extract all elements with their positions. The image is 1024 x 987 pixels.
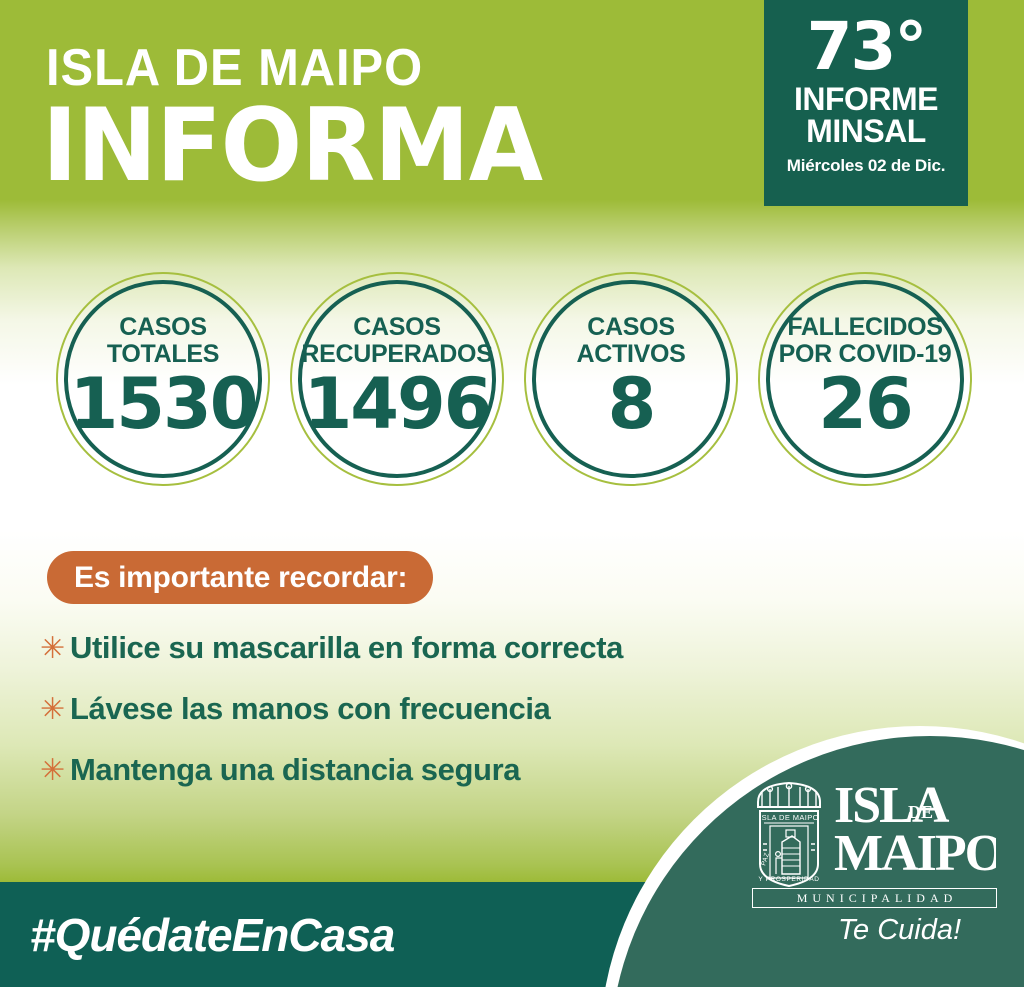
statistics-row: CASOS TOTALES 1530 CASOS RECUPERADOS 149…	[0, 272, 1024, 492]
stat-label-line1: FALLECIDOS	[787, 313, 943, 341]
stat-value: 8	[607, 363, 657, 445]
hashtag-quedate-en-casa: #QuédateEnCasa	[30, 909, 395, 961]
asterisk-icon: ✳	[40, 632, 66, 665]
stat-value: 26	[818, 363, 913, 445]
report-date: Miércoles 02 de Dic.	[786, 155, 946, 175]
stat-circle-casos-totales: CASOS TOTALES 1530	[56, 272, 270, 486]
municipalidad-text: MUNICIPALIDAD	[796, 890, 958, 905]
stat-value: 1530	[69, 363, 259, 445]
municipalidad-band: MUNICIPALIDAD	[752, 888, 997, 908]
tip-text: Mantenga una distancia segura	[70, 752, 521, 787]
stat-inner-ring	[64, 280, 262, 478]
stat-circle-casos-recuperados: CASOS RECUPERADOS 1496	[290, 272, 504, 486]
list-item: ✳ Utilice su mascarilla en forma correct…	[40, 630, 840, 691]
stat-circle-fallecidos: FALLECIDOS POR COVID-19 26	[758, 272, 972, 486]
municipality-logo: ISLA DE MAIPO PAZ Y PROSPERIDAD ISLA DE …	[752, 778, 1002, 958]
reminder-heading-text: Es importante recordar:	[74, 560, 408, 594]
svg-text:Y PROSPERIDAD: Y PROSPERIDAD	[758, 876, 819, 883]
stat-label-line1: CASOS	[587, 313, 675, 341]
asterisk-icon: ✳	[40, 754, 66, 787]
poster-header: ISLA DE MAIPO INFORMA 73° INFORME MINSAL…	[0, 0, 1024, 210]
report-badge: 73° INFORME MINSAL Miércoles 02 de Dic.	[764, 0, 968, 206]
stat-inner-ring	[766, 280, 964, 478]
tip-text: Lávese las manos con frecuencia	[70, 691, 551, 726]
reminder-heading-pill: Es importante recordar:	[47, 551, 434, 604]
stat-inner-ring	[298, 280, 496, 478]
reminder-tips-list: ✳ Utilice su mascarilla en forma correct…	[40, 630, 840, 813]
page-title-municipality: ISLA DE MAIPO	[46, 39, 424, 97]
stat-circle-casos-activos: CASOS ACTIVOS 8	[524, 272, 738, 486]
stat-label-line1: CASOS	[353, 313, 441, 341]
stat-inner-ring	[532, 280, 730, 478]
stat-content: FALLECIDOS POR COVID-19 26	[734, 314, 996, 439]
isla-de-maipo-wordmark: ISLA DE MAIPO	[834, 778, 996, 876]
report-number: 73°	[806, 8, 928, 85]
stat-content: CASOS RECUPERADOS 1496	[266, 314, 528, 439]
tagline-te-cuida: Te Cuida!	[838, 914, 962, 946]
stat-label-line2: ACTIVOS	[576, 339, 686, 368]
svg-text:DE: DE	[908, 802, 933, 822]
stat-label-line1: CASOS	[119, 313, 207, 341]
svg-text:ISLA: ISLA	[834, 778, 950, 834]
report-label-minsal: MINSAL	[806, 112, 926, 149]
page-title-informa: INFORMA	[42, 86, 543, 205]
svg-text:MAIPO: MAIPO	[834, 825, 996, 876]
svg-text:PAZ: PAZ	[760, 852, 771, 867]
stat-label-line2: RECUPERADOS	[301, 339, 493, 368]
coat-of-arms-icon: ISLA DE MAIPO PAZ Y PROSPERIDAD	[757, 781, 821, 888]
stat-value: 1496	[303, 363, 493, 445]
list-item: ✳ Lávese las manos con frecuencia	[40, 691, 840, 752]
tip-text: Utilice su mascarilla en forma correcta	[70, 630, 623, 665]
stat-content: CASOS TOTALES 1530	[32, 314, 294, 439]
stat-label-line2: TOTALES	[106, 339, 220, 368]
svg-text:ISLA DE MAIPO: ISLA DE MAIPO	[759, 813, 819, 822]
list-item: ✳ Mantenga una distancia segura	[40, 752, 840, 813]
asterisk-icon: ✳	[40, 693, 66, 726]
report-label-informe: INFORME	[793, 80, 939, 117]
stat-label-line2: POR COVID-19	[778, 339, 952, 368]
stat-content: CASOS ACTIVOS 8	[500, 314, 762, 439]
